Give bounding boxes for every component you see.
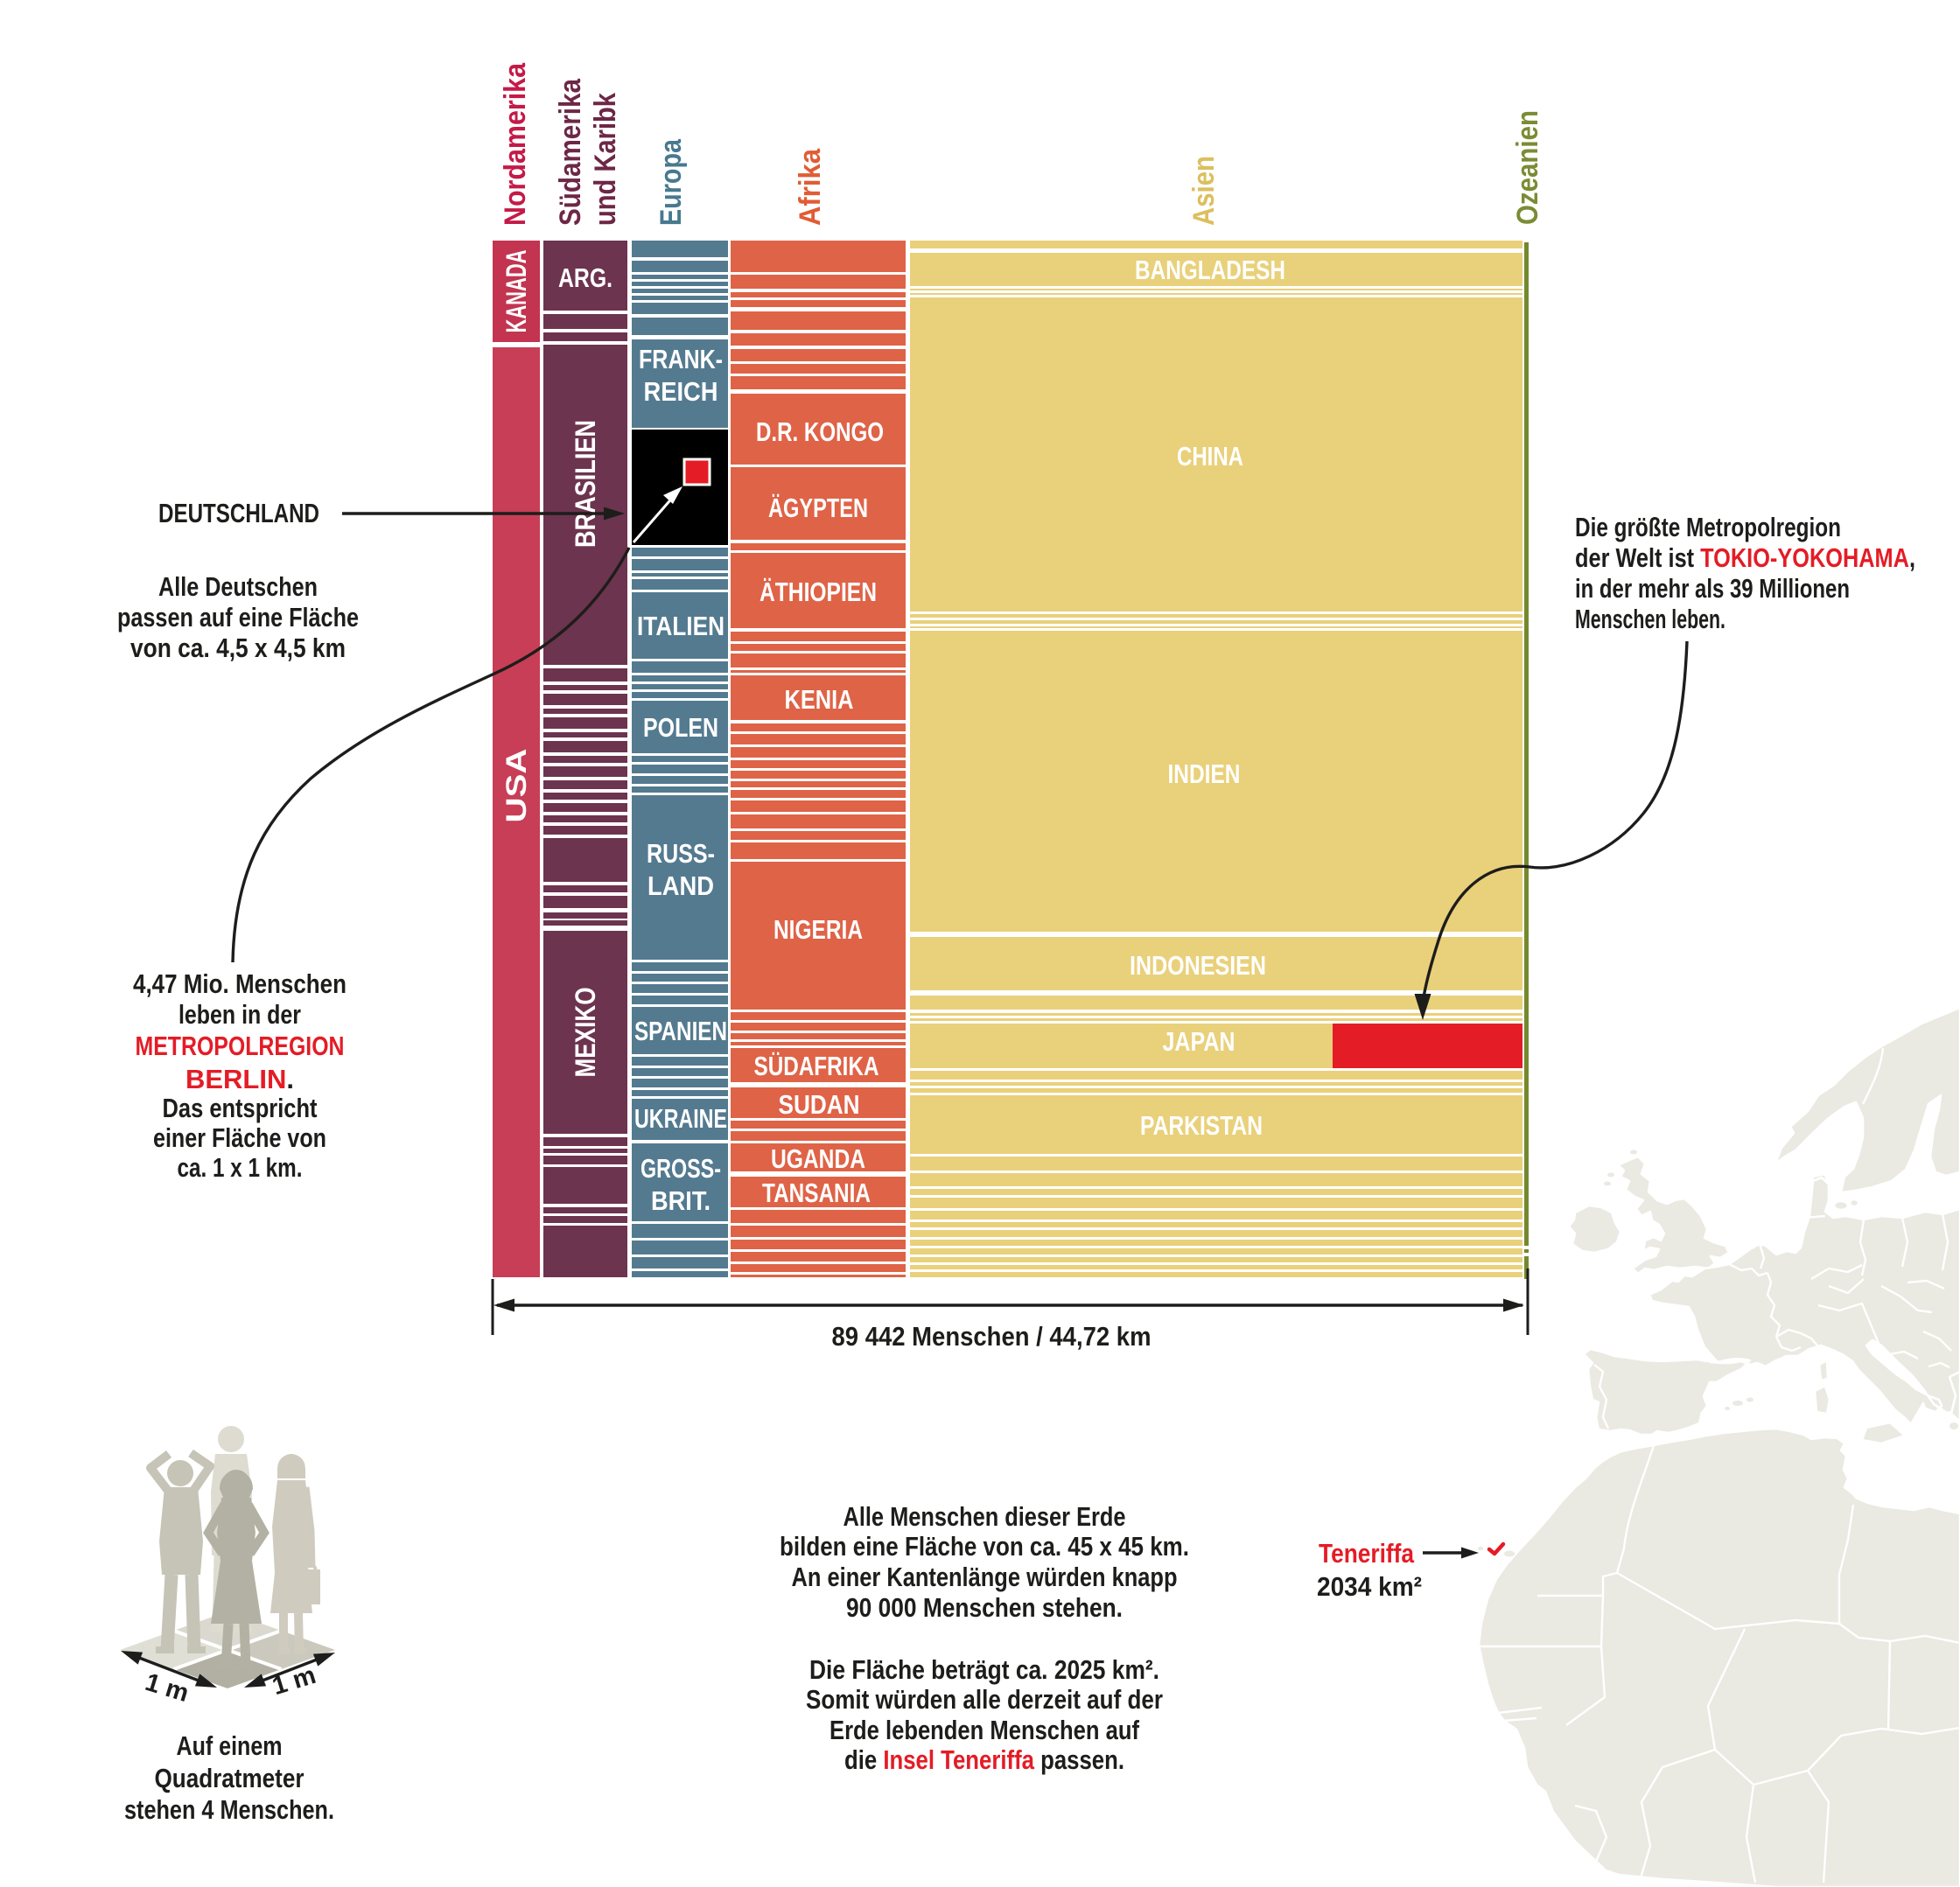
svg-text:Die größte Metropolregion: Die größte Metropolregion xyxy=(1575,512,1841,542)
svg-text:An einer Kantenlänge würden kn: An einer Kantenlänge würden knapp xyxy=(792,1562,1178,1592)
svg-text:bilden eine Fläche von ca. 45: bilden eine Fläche von ca. 45 x 45 km. xyxy=(780,1531,1189,1562)
svg-text:PARKISTAN: PARKISTAN xyxy=(1140,1110,1263,1141)
svg-text:Alle Menschen dieser Erde: Alle Menschen dieser Erde xyxy=(844,1501,1126,1532)
svg-text:GROSS-: GROSS- xyxy=(640,1153,721,1184)
svg-text:FRANK-: FRANK- xyxy=(639,344,723,374)
svg-text:passen auf eine Fläche: passen auf eine Fläche xyxy=(117,602,359,632)
svg-text:NIGERIA: NIGERIA xyxy=(774,914,863,945)
svg-text:SPANIEN: SPANIEN xyxy=(634,1016,727,1046)
svg-text:Asien: Asien xyxy=(1187,156,1221,226)
svg-text:RUSS-: RUSS- xyxy=(647,838,715,869)
svg-text:Ozeanien: Ozeanien xyxy=(1511,110,1544,225)
svg-text:Erde lebenden Menschen auf: Erde lebenden Menschen auf xyxy=(830,1715,1140,1745)
svg-text:BRASILIEN: BRASILIEN xyxy=(570,420,601,548)
svg-text:ARG.: ARG. xyxy=(558,262,612,293)
svg-text:Somit würden alle derzeit auf: Somit würden alle derzeit auf der xyxy=(806,1684,1163,1715)
svg-text:ÄTHIOPIEN: ÄTHIOPIEN xyxy=(760,577,877,607)
svg-text:DEUTSCHLAND: DEUTSCHLAND xyxy=(158,498,319,528)
svg-text:Nordamerika: Nordamerika xyxy=(499,62,532,226)
svg-text:USA: USA xyxy=(500,749,532,823)
svg-text:LAND: LAND xyxy=(648,870,714,901)
svg-text:leben in der: leben in der xyxy=(178,999,301,1030)
svg-text:SÜDAFRIKA: SÜDAFRIKA xyxy=(754,1051,879,1081)
svg-text:Teneriffa: Teneriffa xyxy=(1319,1538,1415,1569)
svg-text:einer Fläche von: einer Fläche von xyxy=(153,1122,326,1153)
svg-text:der Welt ist TOKIO-YOKOHAMA,: der Welt ist TOKIO-YOKOHAMA, xyxy=(1575,542,1915,573)
svg-text:Die Fläche beträgt ca. 2025 km: Die Fläche beträgt ca. 2025 km². xyxy=(809,1654,1159,1685)
svg-text:INDIEN: INDIEN xyxy=(1168,758,1241,789)
svg-text:BANGLADESH: BANGLADESH xyxy=(1135,255,1285,285)
svg-text:2034 km²: 2034 km² xyxy=(1317,1571,1422,1602)
svg-text:TANSANIA: TANSANIA xyxy=(762,1178,871,1208)
svg-text:Südamerika: Südamerika xyxy=(554,78,587,226)
svg-text:INDONESIEN: INDONESIEN xyxy=(1130,950,1266,981)
svg-text:JAPAN: JAPAN xyxy=(1163,1026,1236,1057)
svg-text:UGANDA: UGANDA xyxy=(771,1143,865,1174)
svg-text:ITALIEN: ITALIEN xyxy=(637,611,724,641)
svg-text:89 442 Menschen / 44,72 km: 89 442 Menschen / 44,72 km xyxy=(832,1321,1152,1352)
svg-text:BRIT.: BRIT. xyxy=(651,1185,710,1216)
svg-text:POLEN: POLEN xyxy=(643,712,718,743)
svg-text:Menschen leben.: Menschen leben. xyxy=(1575,604,1726,634)
svg-text:REICH: REICH xyxy=(644,376,718,407)
svg-text:D.R. KONGO: D.R. KONGO xyxy=(756,416,884,447)
svg-text:von ca. 4,5 x 4,5 km: von ca. 4,5 x 4,5 km xyxy=(130,632,346,663)
svg-text:4,47 Mio. Menschen: 4,47 Mio. Menschen xyxy=(133,968,346,999)
svg-text:SUDAN: SUDAN xyxy=(779,1089,860,1120)
svg-text:MEXIKO: MEXIKO xyxy=(570,988,601,1078)
svg-text:Quadratmeter: Quadratmeter xyxy=(155,1763,304,1793)
svg-text:Das entspricht: Das entspricht xyxy=(163,1093,318,1123)
svg-text:KANADA: KANADA xyxy=(500,250,532,333)
svg-text:Alle Deutschen: Alle Deutschen xyxy=(158,571,318,602)
svg-text:Europa: Europa xyxy=(654,138,688,226)
svg-text:Auf einem: Auf einem xyxy=(177,1730,283,1761)
svg-text:BERLIN.: BERLIN. xyxy=(186,1064,294,1094)
svg-text:CHINA: CHINA xyxy=(1177,441,1243,472)
svg-text:ca. 1 x 1 km.: ca. 1 x 1 km. xyxy=(178,1152,303,1183)
svg-text:stehen 4 Menschen.: stehen 4 Menschen. xyxy=(124,1794,334,1825)
svg-text:METROPOLREGION: METROPOLREGION xyxy=(136,1031,345,1061)
svg-text:Afrika: Afrika xyxy=(794,148,827,226)
svg-text:KENIA: KENIA xyxy=(785,684,854,715)
svg-text:ÄGYPTEN: ÄGYPTEN xyxy=(768,493,868,523)
svg-text:und Karibk: und Karibk xyxy=(589,93,622,226)
svg-text:90 000 Menschen stehen.: 90 000 Menschen stehen. xyxy=(846,1592,1123,1623)
svg-text:die Insel Teneriffa passen.: die Insel Teneriffa passen. xyxy=(844,1744,1124,1775)
svg-text:UKRAINE: UKRAINE xyxy=(634,1103,727,1134)
svg-text:in der mehr als 39 Millionen: in der mehr als 39 Millionen xyxy=(1575,573,1850,604)
